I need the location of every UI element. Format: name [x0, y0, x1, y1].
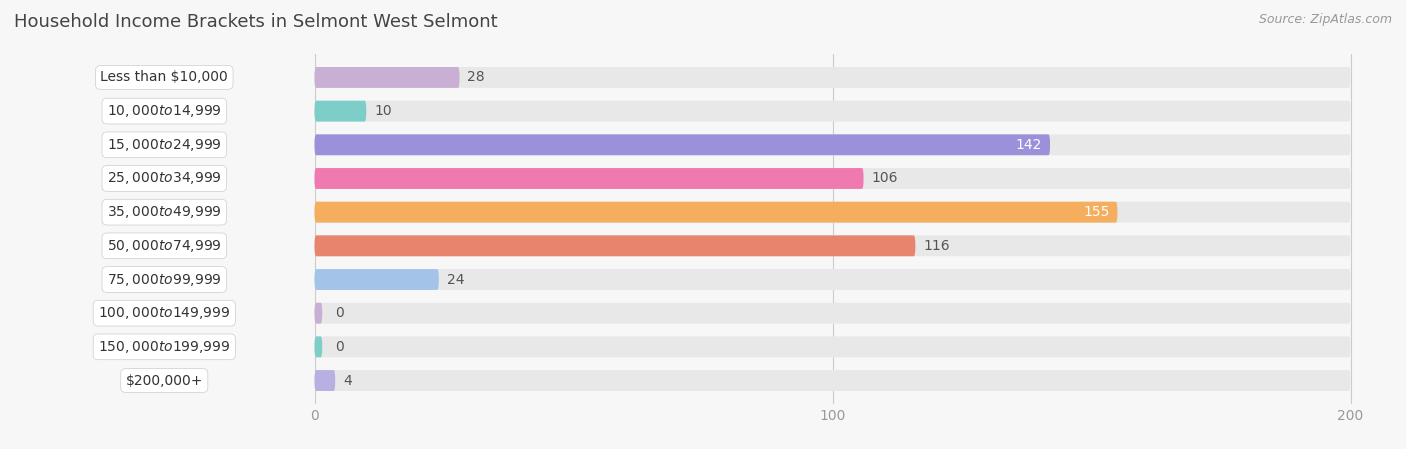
Text: 28: 28 — [467, 70, 485, 84]
FancyBboxPatch shape — [315, 67, 460, 88]
FancyBboxPatch shape — [315, 202, 1118, 223]
Text: Source: ZipAtlas.com: Source: ZipAtlas.com — [1258, 13, 1392, 26]
FancyBboxPatch shape — [315, 168, 1351, 189]
Text: 155: 155 — [1083, 205, 1109, 219]
FancyBboxPatch shape — [315, 202, 1351, 223]
Text: 0: 0 — [335, 340, 344, 354]
FancyBboxPatch shape — [14, 128, 1392, 162]
FancyBboxPatch shape — [315, 134, 1050, 155]
Text: $25,000 to $34,999: $25,000 to $34,999 — [107, 171, 222, 186]
Text: 142: 142 — [1017, 138, 1042, 152]
FancyBboxPatch shape — [14, 263, 1392, 296]
FancyBboxPatch shape — [315, 269, 1351, 290]
FancyBboxPatch shape — [14, 229, 1392, 263]
FancyBboxPatch shape — [315, 235, 1351, 256]
Text: $35,000 to $49,999: $35,000 to $49,999 — [107, 204, 222, 220]
FancyBboxPatch shape — [315, 336, 1351, 357]
Text: 116: 116 — [924, 239, 950, 253]
FancyBboxPatch shape — [315, 303, 1351, 324]
FancyBboxPatch shape — [315, 168, 863, 189]
Text: $100,000 to $149,999: $100,000 to $149,999 — [98, 305, 231, 321]
Text: $200,000+: $200,000+ — [125, 374, 202, 387]
FancyBboxPatch shape — [14, 195, 1392, 229]
Text: $15,000 to $24,999: $15,000 to $24,999 — [107, 137, 222, 153]
Text: $150,000 to $199,999: $150,000 to $199,999 — [98, 339, 231, 355]
Text: 106: 106 — [872, 172, 898, 185]
Text: Less than $10,000: Less than $10,000 — [100, 70, 228, 84]
FancyBboxPatch shape — [315, 101, 367, 122]
FancyBboxPatch shape — [315, 336, 322, 357]
FancyBboxPatch shape — [315, 303, 322, 324]
FancyBboxPatch shape — [14, 296, 1392, 330]
Text: Household Income Brackets in Selmont West Selmont: Household Income Brackets in Selmont Wes… — [14, 13, 498, 31]
FancyBboxPatch shape — [14, 330, 1392, 364]
FancyBboxPatch shape — [315, 67, 1351, 88]
Text: 4: 4 — [343, 374, 352, 387]
FancyBboxPatch shape — [315, 101, 1351, 122]
FancyBboxPatch shape — [14, 162, 1392, 195]
Text: 0: 0 — [335, 306, 344, 320]
Text: 24: 24 — [447, 273, 464, 286]
FancyBboxPatch shape — [315, 370, 1351, 391]
FancyBboxPatch shape — [315, 134, 1351, 155]
FancyBboxPatch shape — [315, 235, 915, 256]
Text: 10: 10 — [374, 104, 392, 118]
FancyBboxPatch shape — [14, 364, 1392, 397]
FancyBboxPatch shape — [14, 61, 1392, 94]
Text: $75,000 to $99,999: $75,000 to $99,999 — [107, 272, 222, 287]
Text: $50,000 to $74,999: $50,000 to $74,999 — [107, 238, 222, 254]
FancyBboxPatch shape — [315, 370, 335, 391]
Text: $10,000 to $14,999: $10,000 to $14,999 — [107, 103, 222, 119]
FancyBboxPatch shape — [315, 269, 439, 290]
FancyBboxPatch shape — [14, 94, 1392, 128]
